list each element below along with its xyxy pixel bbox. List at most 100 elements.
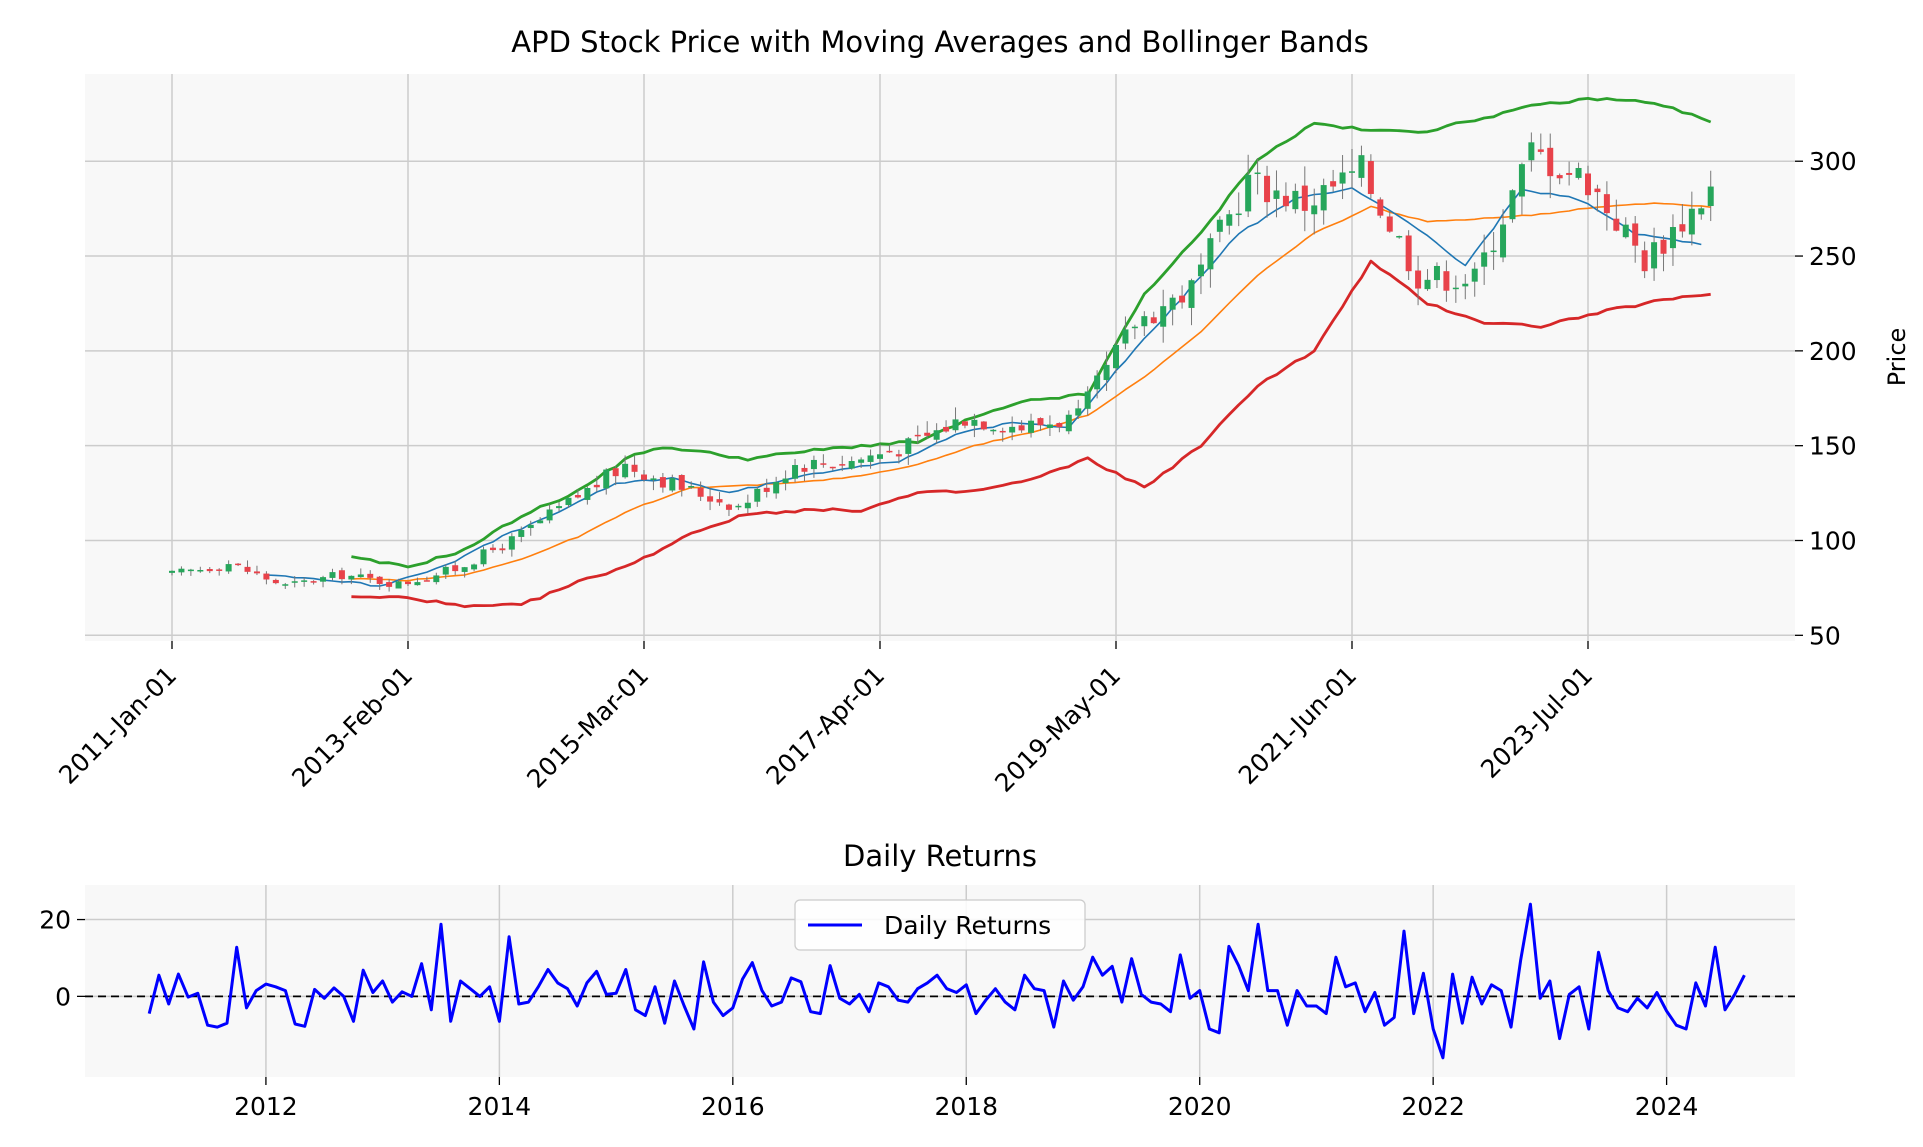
candle-body (1169, 297, 1176, 310)
candle-body (1707, 186, 1714, 207)
candle-body (952, 419, 959, 431)
price-y-tick-label: 300 (1809, 147, 1857, 176)
candle-body (329, 572, 336, 578)
returns-x-tick-label: 2012 (234, 1092, 298, 1121)
candle-body (867, 455, 874, 462)
candle-body (301, 580, 308, 582)
candle-body (1235, 213, 1242, 216)
candle-body (518, 530, 525, 537)
candle-body (1547, 147, 1554, 177)
candle-body (744, 502, 751, 509)
candle-body (1037, 418, 1044, 426)
candle-body (1518, 164, 1525, 197)
price-y-tick-label: 50 (1809, 621, 1841, 650)
candle-body (1433, 265, 1440, 281)
candle-body (971, 419, 978, 426)
candle-body (877, 454, 883, 459)
candle-body (1594, 188, 1601, 193)
candle-body (187, 569, 194, 572)
candle-body (1122, 329, 1129, 344)
candle-body (839, 464, 846, 466)
price-x-tick-label: 2017-Apr-01 (760, 661, 890, 791)
candle-body (1018, 425, 1025, 431)
returns-legend: Daily Returns (794, 899, 1086, 951)
candle-body (282, 584, 289, 586)
candle-body (1566, 172, 1573, 175)
candle-body (320, 577, 327, 582)
candle-body (527, 524, 534, 529)
price-plot-area (85, 74, 1795, 641)
candle-body (820, 463, 827, 465)
candle-body (1254, 172, 1261, 175)
candle-body (1481, 252, 1488, 267)
candle-body (584, 488, 591, 500)
candle-body (1084, 391, 1091, 409)
candle-body (414, 582, 421, 586)
candle-body (1320, 185, 1327, 211)
candle-body (357, 574, 364, 578)
candle-body (386, 582, 393, 587)
candle-body (735, 505, 742, 508)
candle-body (216, 569, 223, 571)
candle-body (810, 459, 817, 470)
price-y-tick-label: 200 (1809, 337, 1857, 366)
bollinger-lower-line (351, 259, 1711, 609)
candle-body (1490, 250, 1497, 253)
candle-body (338, 570, 345, 580)
returns-series (85, 902, 1795, 1060)
candle-body (244, 566, 251, 572)
price-x-tick-label: 2021-Jun-01 (1233, 661, 1362, 790)
candle-body (1160, 306, 1167, 327)
candle-body (1528, 142, 1535, 161)
candle-body (235, 563, 242, 566)
candle-body (480, 549, 487, 565)
candle-body (622, 463, 629, 478)
candle-body (688, 486, 695, 488)
candle-body (1188, 280, 1195, 308)
candle-body (1264, 175, 1271, 203)
candle-body (1245, 174, 1252, 212)
candle-body (1358, 155, 1365, 178)
candle-body (1028, 420, 1035, 433)
candle-body (792, 465, 799, 479)
candle-body (1301, 185, 1308, 211)
candle-body (697, 488, 704, 497)
candle-body (1405, 235, 1412, 272)
candle-body (1660, 239, 1667, 254)
candle-body (1603, 194, 1610, 214)
price-x-tick-label: 2011-Jan-01 (53, 661, 182, 790)
candle-body (1226, 214, 1233, 226)
price-x-tick-label: 2015-Mar-01 (521, 661, 654, 794)
price-y-tick-label: 150 (1809, 432, 1857, 461)
candle-body (1367, 161, 1374, 194)
candle-body (1046, 424, 1053, 428)
candle-body (461, 567, 468, 572)
candle-body (291, 581, 298, 583)
candle-body (603, 469, 610, 489)
candle-body (725, 504, 732, 510)
candle-body (1056, 423, 1063, 428)
candle-body (225, 564, 232, 572)
candle-body (905, 438, 912, 454)
candle-body (452, 565, 459, 572)
candle-body (1471, 268, 1478, 282)
candle-body (1330, 181, 1337, 187)
candle-body (1150, 317, 1157, 324)
candle-body (886, 450, 893, 453)
candle-body (169, 570, 175, 573)
candle-body (1575, 167, 1582, 178)
returns-x-tick-label: 2024 (1635, 1092, 1699, 1121)
candle-body (1679, 224, 1686, 232)
candle-body (1622, 224, 1629, 238)
candle-body (1282, 195, 1289, 207)
candle-body (1339, 172, 1346, 184)
candle-body (678, 475, 685, 490)
candle-body (943, 426, 950, 432)
candle-body (405, 581, 411, 585)
candle-body (1585, 173, 1591, 196)
candle-body (848, 461, 855, 469)
candle-body (253, 571, 260, 574)
candle-body (641, 474, 647, 480)
candle-body (593, 484, 600, 488)
